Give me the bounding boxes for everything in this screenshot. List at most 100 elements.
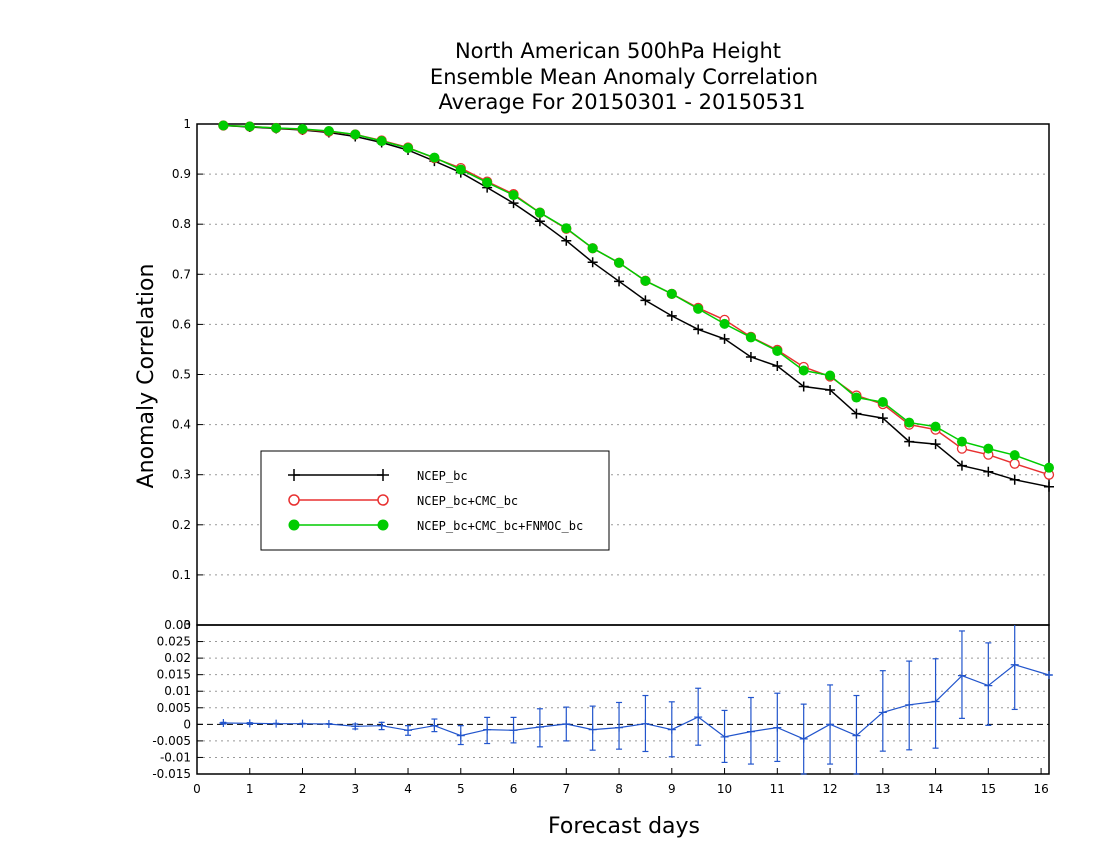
y-tick-label: 0.015 [157,668,191,682]
data-point-filled-circle [745,332,756,343]
difference-data-point [826,720,835,729]
data-point-plus [851,408,862,419]
difference-data-point [878,708,887,717]
legend-marker-filled-circle [377,519,389,531]
x-tick-label: 1 [246,782,254,796]
data-point-open-circle [1009,458,1020,469]
difference-data-point [483,725,492,734]
data-point-filled-circle [640,275,651,286]
difference-data-point [245,719,254,728]
data-point-plus [534,216,545,227]
legend-entry-ncep-cmc-fnmoc: NCEP_bc+CMC_bc+FNMOC_bc [288,519,583,533]
data-point-filled-circle [271,123,282,134]
chart-title-line-1: North American 500hPa Height [455,39,781,63]
data-point-plus [745,351,756,362]
y-tick-label: 0.7 [172,267,191,281]
y-tick-label: 0.005 [157,701,191,715]
difference-data-point [720,732,729,741]
y-tick-label: 0.025 [157,635,191,649]
data-point-filled-circle [482,177,493,188]
difference-data-point [588,725,597,734]
x-tick-label: 14 [928,782,943,796]
difference-data-point [535,722,544,731]
data-point-plus [666,310,677,321]
data-point-filled-circle [297,124,308,135]
y-tick-label: 1 [183,117,191,131]
data-point-filled-circle [376,136,387,147]
data-point-filled-circle [666,288,677,299]
data-point-filled-circle [851,392,862,403]
data-point-plus [640,295,651,306]
data-point-plus [825,385,836,396]
difference-data-point [1045,670,1053,679]
x-axis-label: Forecast days [548,814,700,839]
data-point-filled-circle [403,143,414,154]
difference-data-point [456,731,465,740]
y-tick-label: 0 [183,717,191,731]
difference-data-point [509,726,518,735]
x-tick-label: 8 [615,782,623,796]
difference-data-point [905,700,914,709]
data-point-filled-circle [561,223,572,234]
data-point-filled-circle [930,421,941,432]
difference-plot-panel: -0.015 -0.01 -0.005 0 0.005 0.01 0.015 0.02 0.02… [152,618,1053,796]
y-tick-label: 0.8 [172,217,191,231]
data-point-filled-circle [983,443,994,454]
data-point-filled-circle [587,243,598,254]
y-tick-label: 0.03 [164,618,191,632]
difference-data-point [562,720,571,729]
difference-data-point [351,722,360,731]
x-tick-label: 3 [351,782,359,796]
x-tick-label: 2 [299,782,307,796]
legend-entry-ncep: NCEP_bc [288,469,468,483]
series-line-2 [223,124,1050,476]
chart-title-line-3: Average For 20150301 - 20150531 [438,90,805,114]
data-point-filled-circle [904,417,915,428]
x-tick-label: 16 [1033,782,1048,796]
legend-marker-open-circle [377,494,389,506]
main-plot-panel: 0 0.1 0.2 0.3 0.4 0.5 0.6 0.7 0.8 0.9 1 [172,117,1055,632]
difference-data-point [852,731,861,740]
data-point-plus [983,466,994,477]
y-tick-label: -0.01 [160,750,191,764]
x-tick-label: 15 [981,782,996,796]
x-tick-label: 5 [457,782,465,796]
data-point-filled-circle [693,303,704,314]
data-point-filled-circle [772,345,783,356]
data-point-filled-circle [508,190,519,201]
x-tick-label: 7 [562,782,570,796]
difference-data-point [404,726,413,735]
difference-data-point [984,681,993,690]
x-tick-label: 10 [717,782,732,796]
difference-data-point [272,719,281,728]
x-tick-label: 0 [193,782,201,796]
data-point-filled-circle [534,207,545,218]
legend: NCEP_bc NCEP_bc+CMC_bc NCEP_bc+CMC_bc+FN… [260,450,610,551]
data-point-plus [772,360,783,371]
y-tick-label: 0.4 [172,418,191,432]
data-point-plus [1009,474,1020,485]
difference-data-point [324,720,333,729]
legend-label-ncep-cmc: NCEP_bc+CMC_bc [417,494,518,508]
data-point-filled-circle [956,436,967,447]
legend-label-ncep-cmc-fnmoc: NCEP_bc+CMC_bc+FNMOC_bc [417,519,583,533]
legend-marker-open-circle [288,494,300,506]
x-tick-label: 12 [822,782,837,796]
data-point-filled-circle [877,397,888,408]
data-point-plus [693,324,704,335]
x-tick-label: 6 [510,782,518,796]
difference-data-point [746,727,755,736]
data-point-filled-circle [825,370,836,381]
y-tick-label: -0.005 [152,734,191,748]
y-tick-label: 0.3 [172,468,191,482]
data-point-plus [930,439,941,450]
data-point-filled-circle [1044,462,1054,473]
data-point-plus [561,235,572,246]
y-tick-label: -0.015 [152,767,191,781]
difference-data-point [377,721,386,730]
data-point-filled-circle [719,318,730,329]
data-point-filled-circle [614,257,625,268]
difference-plot-frame [196,624,1050,775]
difference-data-point [694,713,703,722]
y-tick-label: 0.01 [164,684,191,698]
